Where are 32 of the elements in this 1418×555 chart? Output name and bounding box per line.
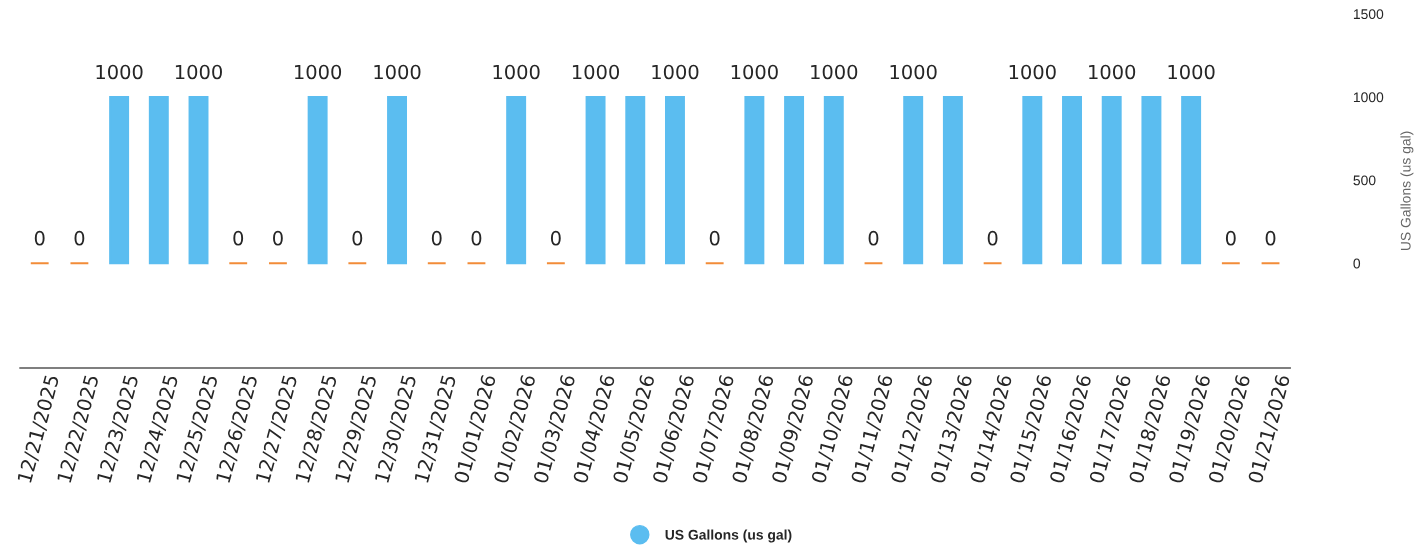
data-label: 0: [233, 230, 244, 246]
data-label: 0: [1225, 230, 1236, 246]
data-label: 0: [471, 230, 482, 246]
y-axis-title: US Gallons (us gal): [1400, 131, 1414, 251]
data-label: 1000: [1009, 64, 1056, 80]
data-label: 1000: [1168, 64, 1215, 80]
legend-label: US Gallons (us gal): [665, 529, 792, 543]
data-label: 0: [1265, 230, 1276, 246]
data-label: 1000: [811, 64, 858, 80]
data-label: 0: [550, 230, 561, 246]
data-label: 1000: [652, 64, 699, 80]
data-label: 1000: [493, 64, 540, 80]
y-tick-label: 0: [1353, 258, 1361, 269]
data-label: 1000: [731, 64, 778, 80]
data-label: 0: [273, 230, 283, 246]
data-label: 1000: [1089, 64, 1136, 80]
y-tick-label: 1500: [1353, 9, 1384, 20]
data-label: 0: [868, 230, 879, 246]
data-label: 0: [74, 230, 85, 246]
data-label: 0: [431, 230, 442, 246]
data-label: 1000: [374, 64, 421, 80]
data-label: 0: [987, 230, 998, 246]
data-label: 1000: [96, 64, 143, 80]
data-label: 0: [709, 230, 720, 246]
data-label: 1000: [175, 64, 222, 80]
y-tick-label: 500: [1353, 175, 1376, 186]
data-label: 1000: [295, 64, 342, 80]
data-label: 0: [34, 230, 45, 246]
data-label: 1000: [890, 64, 937, 80]
data-label: 0: [352, 230, 363, 246]
y-tick-label: 1000: [1353, 92, 1384, 103]
data-label: 1000: [572, 64, 620, 80]
